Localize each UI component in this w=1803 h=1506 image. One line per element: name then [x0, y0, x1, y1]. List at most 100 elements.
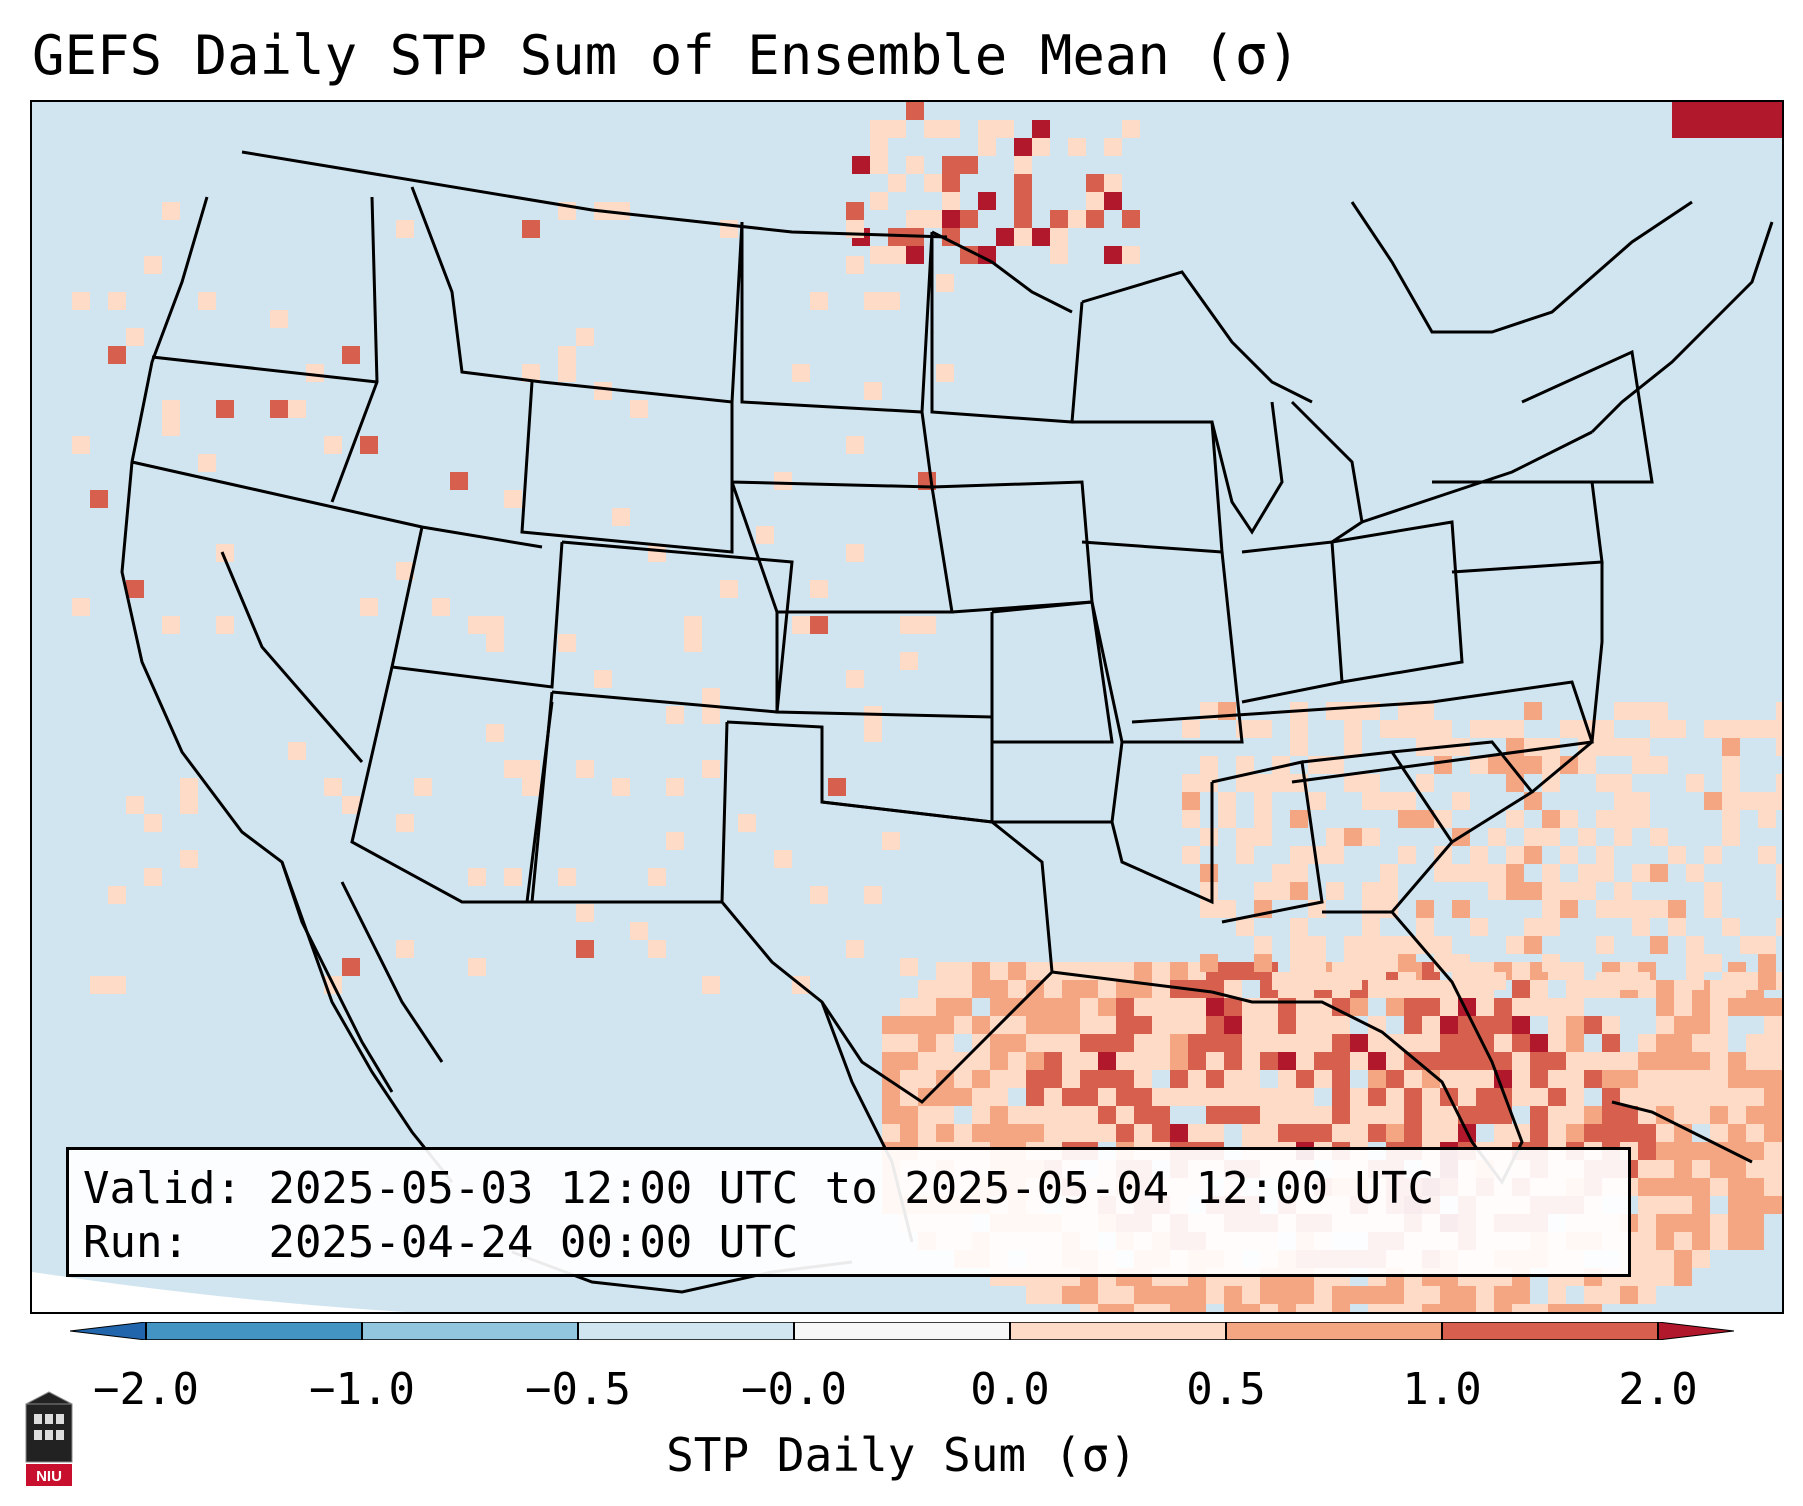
anomaly-cell [1380, 954, 1398, 972]
anomaly-cell [1152, 1124, 1170, 1142]
anomaly-cell [1332, 998, 1350, 1016]
anomaly-cell [1032, 138, 1050, 156]
anomaly-cell [1764, 1088, 1782, 1106]
anomaly-cell [108, 976, 126, 994]
anomaly-cell [1026, 1286, 1044, 1304]
anomaly-cell [1512, 1034, 1530, 1052]
arizona [350, 666, 554, 904]
anomaly-cell [1026, 1124, 1044, 1142]
anomaly-cell [1368, 1052, 1386, 1070]
anomaly-cell [1764, 1142, 1782, 1160]
anomaly-cell [1704, 882, 1722, 900]
anomaly-cell [180, 850, 198, 868]
anomaly-cell [1368, 1016, 1386, 1034]
colorbar-tick-label: −1.0 [309, 1364, 415, 1415]
anomaly-cell [1188, 1088, 1206, 1106]
anomaly-cell [1710, 998, 1728, 1016]
anomaly-cell [1722, 738, 1740, 756]
anomaly-cell [1278, 1106, 1296, 1124]
anomaly-cell [1296, 1106, 1314, 1124]
anomaly-cell [1692, 1142, 1710, 1160]
anomaly-cell [1044, 1070, 1062, 1088]
anomaly-cell [1362, 828, 1380, 846]
anomaly-cell [942, 228, 960, 246]
anomaly-cell [1122, 210, 1140, 228]
anomaly-cell [666, 778, 684, 796]
anomaly-cell [1290, 720, 1308, 738]
anomaly-cell [1386, 1124, 1404, 1142]
anomaly-cell [1434, 756, 1452, 774]
anomaly-cell [1620, 1052, 1638, 1070]
anomaly-cell [1566, 962, 1584, 980]
anomaly-cell [1470, 918, 1488, 936]
anomaly-cell [990, 1088, 1008, 1106]
anomaly-cell [1260, 1124, 1278, 1142]
anomaly-cell [1044, 998, 1062, 1016]
anomaly-cell [216, 616, 234, 634]
anomaly-cell [1206, 1088, 1224, 1106]
anomaly-cell [1596, 936, 1614, 954]
anomaly-cell [1350, 1034, 1368, 1052]
anomaly-cell [1530, 1106, 1548, 1124]
anomaly-cell [1182, 720, 1200, 738]
anomaly-cell [888, 228, 906, 246]
anomaly-cell [1602, 1070, 1620, 1088]
anomaly-cell [1530, 1088, 1548, 1106]
anomaly-cell [1386, 1088, 1404, 1106]
anomaly-cell [1566, 1034, 1584, 1052]
anomaly-cell [1422, 1286, 1440, 1304]
anomaly-cell [972, 1016, 990, 1034]
anomaly-cell [1722, 720, 1740, 738]
anomaly-cell [918, 1070, 936, 1088]
anomaly-cell [1224, 962, 1242, 980]
anomaly-cell [1152, 1052, 1170, 1070]
colorbar [70, 1322, 1734, 1340]
anomaly-cell [396, 940, 414, 958]
anomaly-cell [1746, 1088, 1764, 1106]
anomaly-cell [1278, 1304, 1296, 1312]
anomaly-cell [1182, 792, 1200, 810]
anomaly-cell [936, 980, 954, 998]
anomaly-cell [1632, 756, 1650, 774]
anomaly-cell [1494, 1034, 1512, 1052]
anomaly-cell [1440, 1106, 1458, 1124]
anomaly-cell [1740, 972, 1758, 990]
anomaly-cell [1416, 810, 1434, 828]
anomaly-cell [1224, 980, 1242, 998]
anomaly-cell [1758, 936, 1776, 954]
anomaly-cell [1308, 972, 1326, 990]
anomaly-cell [1614, 738, 1632, 756]
anomaly-cell [1690, 120, 1708, 138]
anomaly-cell [1152, 1034, 1170, 1052]
anomaly-cell [1632, 810, 1650, 828]
anomaly-cell [594, 382, 612, 400]
new-mexico [525, 701, 729, 904]
anomaly-cell [1332, 1304, 1350, 1312]
anomaly-cell [1416, 774, 1434, 792]
anomaly-cell [1710, 1214, 1728, 1232]
anomaly-cell [1632, 900, 1650, 918]
anomaly-cell [906, 210, 924, 228]
anomaly-cell [1674, 1250, 1692, 1268]
anomaly-cell [942, 120, 960, 138]
anomaly-cell [1710, 1034, 1728, 1052]
anomaly-cell [1404, 1304, 1422, 1312]
anomaly-cell [1014, 156, 1032, 174]
anomaly-cell [1692, 1070, 1710, 1088]
anomaly-cell [1782, 1034, 1784, 1052]
anomaly-cell [1668, 900, 1686, 918]
anomaly-cell [1116, 1034, 1134, 1052]
anomaly-cell [870, 246, 888, 264]
anomaly-cell [342, 796, 360, 814]
wisconsin [1072, 420, 1224, 554]
anomaly-cell [1524, 702, 1542, 720]
anomaly-cell [1458, 1070, 1476, 1088]
anomaly-cell [1542, 864, 1560, 882]
anomaly-cell [1098, 998, 1116, 1016]
anomaly-cell [90, 976, 108, 994]
anomaly-cell [1398, 846, 1416, 864]
anomaly-cell [1116, 1016, 1134, 1034]
anomaly-cell [1728, 1106, 1746, 1124]
anomaly-cell [1278, 1070, 1296, 1088]
anomaly-cell [1638, 1160, 1656, 1178]
